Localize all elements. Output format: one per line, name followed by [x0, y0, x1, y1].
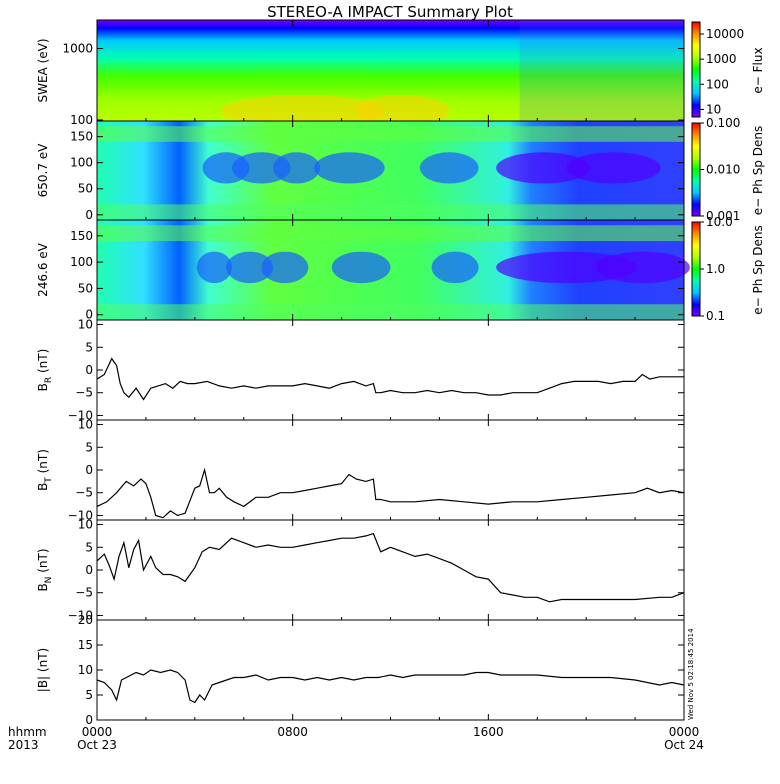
y-axis-label: BT (nT) [36, 449, 54, 491]
y-axis-label: BN (nT) [36, 548, 54, 591]
x-date-label: Oct 24 [664, 738, 704, 752]
y-tick-label: 10 [78, 518, 93, 532]
colorbar-tick-label: 10.0 [706, 215, 733, 229]
colorbar-title: e− Ph Sp Dens [751, 225, 765, 314]
y-axis-label: 246.6 eV [36, 242, 50, 297]
y-tick-label: 5 [85, 540, 93, 554]
colorbar-tick-label: 1000 [706, 52, 737, 66]
y-tick-label: 15 [78, 638, 93, 652]
time-axis-corner-label: hhmm [8, 725, 47, 739]
colorbar-3 [692, 222, 700, 316]
series-line-4 [97, 359, 684, 400]
y-tick-label: 0 [85, 363, 93, 377]
panel-frame [97, 420, 684, 520]
colorbar-tick-label: 1.0 [706, 262, 725, 276]
series-line-5 [97, 470, 684, 518]
y-tick-label: 100 [70, 255, 93, 269]
y-tick-label: 0 [85, 463, 93, 477]
y-axis-label: |B| (nT) [36, 648, 50, 692]
x-tick-label: 0800 [277, 725, 308, 739]
y-tick-label: 5 [85, 340, 93, 354]
y-axis-label: BR (nT) [36, 349, 54, 392]
y-tick-label: 100 [70, 113, 93, 127]
timestamp-stamp: Wed Nov 5 02:18:45 2014 [687, 628, 695, 720]
y-tick-label: 150 [70, 130, 93, 144]
colorbar-tick-label: 0.010 [706, 163, 740, 177]
panel-1: 10 100 1000 10000 e− Flux 100 1000 SWEA (eV) [36, 20, 765, 127]
spectrogram-1 [97, 20, 684, 127]
y-tick-label: 10 [78, 663, 93, 677]
y-axis-label: 650.7 eV [36, 143, 50, 198]
y-tick-label: 50 [78, 281, 93, 295]
y-tick-label: −5 [75, 486, 93, 500]
panel-frame [97, 520, 684, 620]
y-tick-label: 1000 [62, 42, 93, 56]
y-axis-label: SWEA (eV) [36, 38, 50, 102]
y-tick-label: −5 [75, 586, 93, 600]
colorbar-tick-label: 0.100 [706, 116, 740, 130]
x-tick-label: 1600 [473, 725, 504, 739]
colorbar-tick-label: 0.1 [706, 309, 725, 323]
time-axis-year-label: 2013 [8, 738, 39, 752]
series-line-7 [97, 670, 684, 703]
spectrogram-3 [97, 220, 690, 320]
colorbar-tick-label: 100 [706, 77, 729, 91]
spectrogram-2 [97, 121, 684, 220]
colorbar-tick-label: 10000 [706, 27, 744, 41]
plot-title: STEREO-A IMPACT Summary Plot [267, 3, 513, 21]
y-tick-label: 100 [70, 156, 93, 170]
y-tick-label: 5 [85, 440, 93, 454]
colorbar-1 [692, 22, 700, 117]
y-tick-label: 10 [78, 318, 93, 332]
colorbar-tick-label: 10 [706, 102, 721, 116]
y-tick-label: −5 [75, 386, 93, 400]
y-tick-label: 150 [70, 229, 93, 243]
y-tick-label: 0 [85, 563, 93, 577]
colorbar-title: e− Flux [751, 47, 765, 93]
y-tick-label: 50 [78, 182, 93, 196]
colorbar-2 [692, 123, 700, 216]
x-tick-label: 0000 [82, 725, 113, 739]
x-tick-label: 0000 [669, 725, 700, 739]
x-date-label: Oct 23 [77, 738, 117, 752]
colorbar-title: e− Ph Sp Dens [751, 126, 765, 215]
panel-frame [97, 620, 684, 720]
y-tick-label: 20 [78, 613, 93, 627]
y-tick-label: 0 [85, 208, 93, 222]
y-tick-label: 10 [78, 418, 93, 432]
y-tick-label: 5 [85, 688, 93, 702]
series-line-6 [97, 534, 684, 602]
panel-frame [97, 320, 684, 420]
